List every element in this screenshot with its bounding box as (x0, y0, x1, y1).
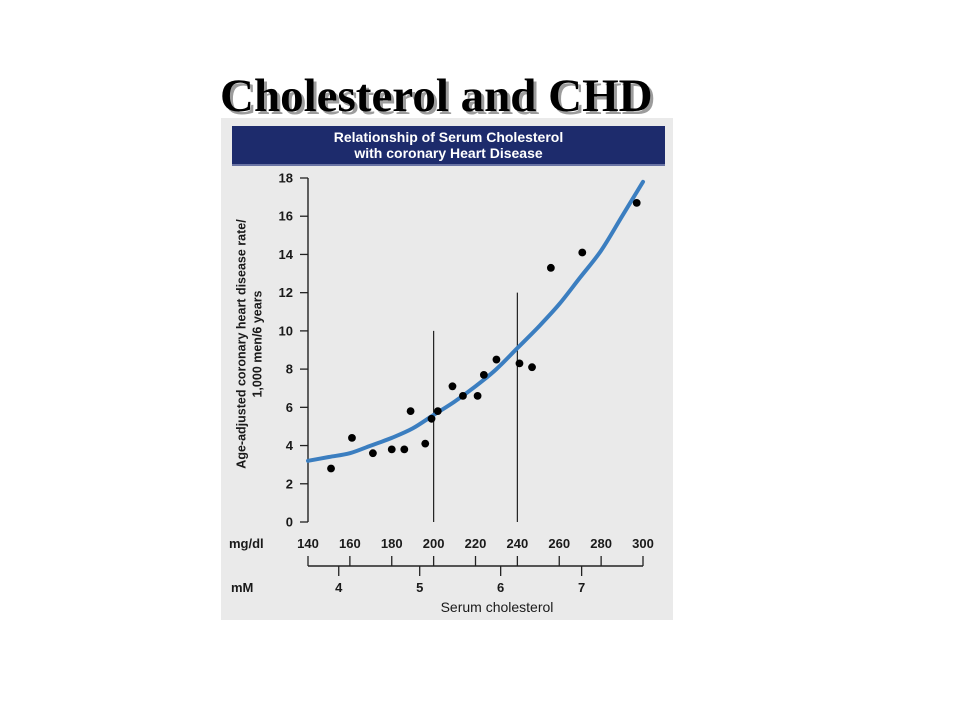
chart-title-line-2: with coronary Heart Disease (354, 145, 543, 161)
data-point (406, 407, 415, 416)
x-tick-label: 200 (423, 536, 445, 551)
x-tick-label: 220 (465, 536, 487, 551)
y-tick-label: 0 (286, 515, 293, 530)
data-point (473, 391, 482, 400)
x-tick-label: 140 (297, 536, 319, 551)
data-point (421, 439, 430, 448)
slide-title: Cholesterol and CHD (220, 70, 653, 122)
y-tick-label: 12 (279, 285, 293, 300)
data-point (492, 355, 501, 364)
x-unit-label-mgdl: mg/dl (229, 536, 264, 551)
x2-tick-label: 4 (335, 580, 343, 595)
x-tick-label: 160 (339, 536, 361, 551)
y-axis-label-line-2: 1,000 men/6 years (250, 290, 264, 397)
x-tick-label: 280 (590, 536, 612, 551)
axes: 0 2 4 6 8 10 12 14 16 18 140 160 180 200 220 240 260 280 3… (279, 171, 654, 596)
data-point (578, 248, 587, 257)
y-tick-label: 14 (279, 247, 294, 262)
x2-tick-label: 5 (416, 580, 423, 595)
data-point (546, 263, 555, 272)
fitted-curve (306, 179, 645, 463)
chart-title-band: Relationship of Serum Cholesterol with c… (232, 126, 665, 166)
data-point (515, 359, 524, 368)
x-axis-label: Serum cholesterol (441, 599, 554, 615)
y-tick-label: 10 (279, 323, 293, 338)
fitted-curve-layer (306, 179, 645, 463)
data-point (369, 449, 377, 458)
y-axis-label: Age-adjusted coronary heart disease rate… (234, 219, 264, 469)
y-tick-label: 4 (286, 438, 294, 453)
data-point (348, 434, 356, 442)
x2-unit-label-mm: mM (231, 580, 253, 595)
data-point (427, 414, 436, 423)
x-tick-label: 300 (632, 536, 654, 551)
y-tick-label: 6 (286, 400, 293, 415)
y-axis-label-line-1: Age-adjusted coronary heart disease rate… (234, 219, 248, 469)
y-tick-label: 2 (286, 476, 293, 491)
data-point (327, 464, 335, 473)
data-point (400, 445, 409, 454)
y-tick-label: 8 (286, 362, 293, 377)
data-point (479, 370, 488, 379)
reference-lines (433, 292, 518, 522)
chart-title-line-1: Relationship of Serum Cholesterol (333, 129, 564, 145)
data-points-layer (327, 198, 641, 473)
x-tick-label: 260 (548, 536, 570, 551)
data-point (433, 407, 442, 416)
data-point (459, 391, 467, 400)
y-tick-label: 16 (279, 209, 293, 224)
data-point (632, 198, 641, 207)
x2-tick-label: 6 (497, 580, 504, 595)
data-point (387, 445, 396, 454)
data-point (528, 363, 536, 372)
x-tick-label: 180 (381, 536, 403, 551)
data-point (448, 382, 457, 391)
x-tick-label: 240 (507, 536, 529, 551)
x2-tick-label: 7 (578, 580, 585, 595)
y-tick-label: 18 (279, 171, 293, 186)
chart-panel (221, 118, 673, 620)
